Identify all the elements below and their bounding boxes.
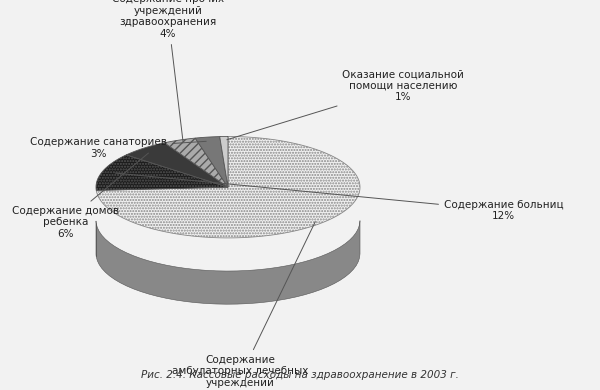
Polygon shape — [96, 221, 360, 304]
Text: Рис. 2.4. Кассовые расходы на здравоохранение в 2003 г.: Рис. 2.4. Кассовые расходы на здравоохра… — [141, 370, 459, 380]
Polygon shape — [220, 136, 228, 187]
Polygon shape — [96, 136, 360, 238]
Polygon shape — [96, 155, 228, 190]
Text: Содержание санаториев
3%: Содержание санаториев 3% — [30, 137, 206, 159]
Text: Оказание социальной
помощи населению
1%: Оказание социальной помощи населению 1% — [227, 69, 464, 140]
Text: Содержание домов
ребенка
6%: Содержание домов ребенка 6% — [12, 153, 148, 239]
Text: Содержание больниц
12%: Содержание больниц 12% — [115, 173, 563, 222]
Text: Содержание прочих
учреждений
здравоохранения
4%: Содержание прочих учреждений здравоохран… — [112, 0, 224, 141]
Polygon shape — [126, 143, 228, 187]
Polygon shape — [195, 136, 228, 187]
Text: Содержание
амбулаторных лечебных
учреждений
74%: Содержание амбулаторных лечебных учрежде… — [172, 222, 316, 390]
Polygon shape — [164, 138, 228, 187]
